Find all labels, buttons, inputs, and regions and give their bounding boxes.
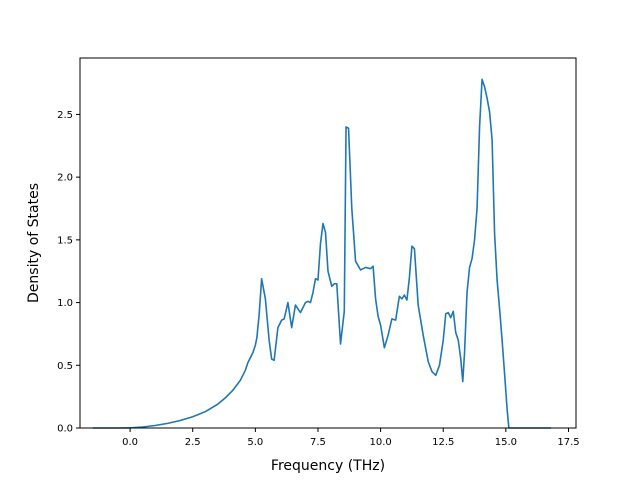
y-tick-label: 1.0 [57,298,73,309]
x-tick-label: 12.5 [432,437,454,448]
x-axis-ticks: 0.0 2.5 5.0 7.5 10.0 12.5 15.0 17.5 [122,428,580,448]
y-tick-label: 1.5 [57,235,73,246]
y-tick-label: 2.0 [57,173,73,184]
y-tick-label: 0.5 [57,361,73,372]
x-tick-label: 0.0 [122,437,138,448]
dos-series-line-0 [92,78,551,429]
x-tick-label: 5.0 [247,437,263,448]
y-tick-label: 2.5 [57,110,73,121]
x-tick-label: 10.0 [369,437,391,448]
x-tick-label: 7.5 [310,437,326,448]
x-axis-label: Frequency (THz) [271,458,385,474]
y-tick-label: 0.0 [57,424,73,435]
plot-area-frame [79,57,577,429]
x-tick-label: 2.5 [185,437,201,448]
x-tick-label: 17.5 [557,437,579,448]
y-axis-label: Density of States [26,183,42,303]
plot-layer [92,78,551,429]
x-tick-label: 15.0 [495,437,517,448]
y-axis-ticks: 0.0 0.5 1.0 1.5 2.0 2.5 [57,110,80,435]
